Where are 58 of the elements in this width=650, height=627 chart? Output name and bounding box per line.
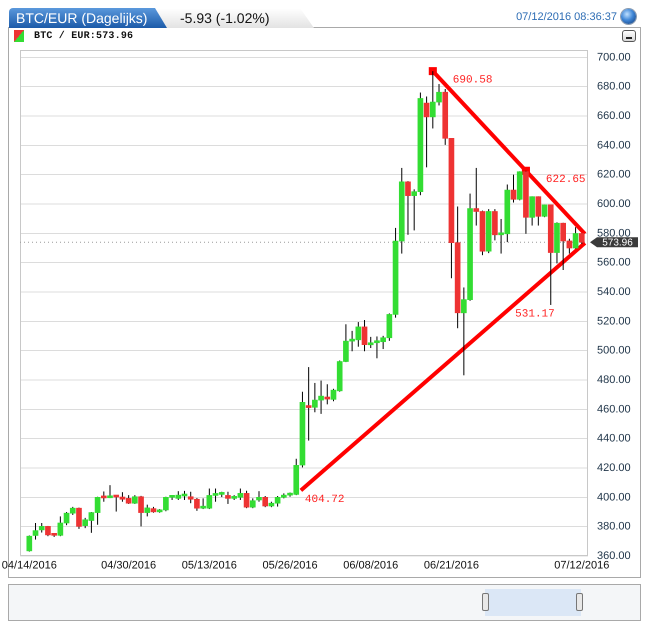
candlestick (578, 232, 585, 244)
x-tick-label: 07/12/2016 (554, 560, 610, 572)
candlestick (362, 320, 368, 352)
candlestick (529, 196, 535, 226)
y-tick-label: 680.00 (597, 80, 631, 93)
candlestick (542, 204, 548, 218)
legend-label: BTC / EUR:573.96 (34, 30, 134, 42)
x-tick-label: 06/08/2016 (343, 560, 398, 572)
y-tick-label: 400.00 (597, 491, 631, 504)
y-tick-label: 620.00 (597, 168, 631, 181)
y-tick-label: 440.00 (597, 432, 631, 445)
candlestick (144, 504, 150, 517)
candlestick (324, 384, 330, 405)
x-tick-label: 04/30/2016 (101, 560, 156, 572)
candlestick (26, 534, 32, 552)
y-tick-label: 420.00 (597, 462, 631, 474)
candlestick (38, 522, 45, 534)
x-tick-label: 05/13/2016 (182, 560, 237, 572)
y-tick-label: 380.00 (597, 520, 631, 533)
y-tick-label: 640.00 (597, 139, 631, 152)
candlestick (492, 208, 498, 241)
candlestick (510, 174, 516, 204)
y-tick-label: 520.00 (597, 315, 631, 328)
candlestick (256, 490, 262, 502)
candlestick (32, 522, 38, 540)
candlestick (572, 226, 578, 250)
annotation: 404.72 (304, 494, 345, 506)
chart-title: BTC/EUR (Dagelijks) (16, 9, 148, 27)
candlestick (100, 490, 107, 502)
chart-subtitle: -5.93 (-1.02%) (180, 9, 270, 27)
y-tick-label: 500.00 (597, 344, 631, 357)
candlestick (225, 491, 231, 504)
text: 07/12/2016 08:36:37 (516, 11, 617, 24)
annotation: 690.58 (452, 74, 492, 87)
candlestick (250, 498, 256, 509)
y-tick-label: 460.00 (597, 403, 631, 416)
candlestick (107, 484, 113, 499)
y-tick-label: 480.00 (597, 374, 631, 386)
candlestick (244, 490, 250, 509)
y-tick-label: 700.00 (597, 51, 631, 64)
annotation: 622.65 (546, 174, 586, 186)
candlestick (405, 180, 411, 236)
y-tick-label: 560.00 (597, 256, 631, 269)
candlestick (424, 96, 430, 168)
candlestick (306, 366, 312, 442)
candlestick (262, 496, 268, 508)
x-tick-label: 05/26/2016 (262, 560, 318, 572)
annotation: 531.17 (515, 308, 555, 320)
y-tick-label: 580.00 (597, 227, 631, 240)
candlestick (138, 495, 144, 527)
x-tick-label: 04/14/2016 (2, 560, 57, 572)
candlestick (76, 507, 82, 530)
candlestick (536, 196, 542, 226)
ref-line-label: 573.96 (602, 237, 634, 248)
y-tick-label: 660.00 (597, 110, 631, 122)
x-tick-label: 06/21/2016 (424, 560, 479, 572)
y-tick-label: 600.00 (597, 198, 631, 210)
y-tick-label: 540.00 (597, 286, 631, 298)
